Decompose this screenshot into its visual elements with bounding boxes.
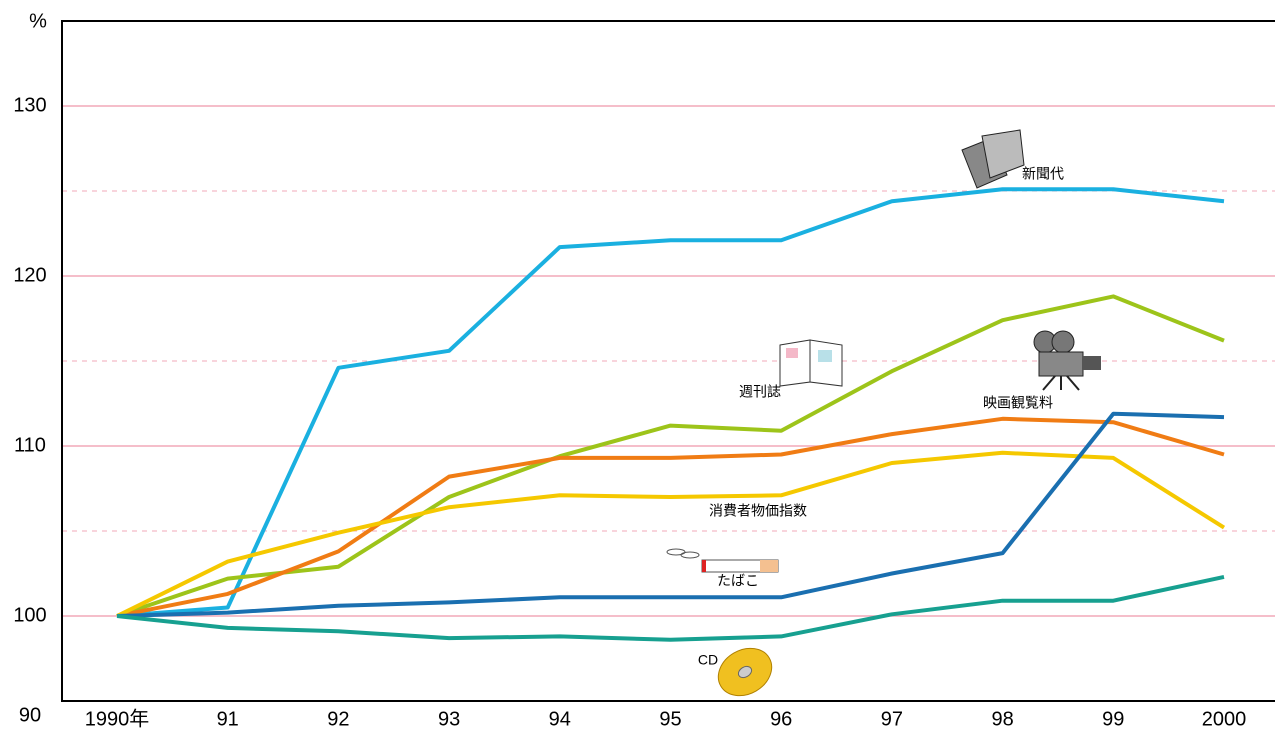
axis-frame [61,20,1275,702]
series-label: たばこ [717,573,759,589]
cd-icon [717,647,773,697]
series-label: 新聞代 [1022,166,1064,182]
x-tick-label: 94 [549,708,571,730]
x-tick-label: 93 [438,708,460,730]
series-label: 消費者物価指数 [709,503,807,519]
x-tick-label: 1990年 [85,707,150,730]
magazine-icon [779,339,843,387]
x-tick-label: 91 [217,708,239,730]
x-tick-label: 98 [991,708,1013,730]
y-tick-label: 130 [13,94,46,116]
series-line [116,574,1225,642]
series-label: 週刊誌 [739,384,781,400]
x-tick-label: 96 [770,708,792,730]
axis-break-label: 90 [19,704,41,726]
y-tick-label: 110 [14,434,46,456]
series-line [116,450,1226,618]
series-line [116,187,1225,618]
x-tick-label: 95 [659,708,681,730]
y-tick-label: 120 [13,264,46,286]
cigarette-icon [666,548,779,573]
unit-label: % [29,10,47,32]
camera-icon [1033,330,1101,391]
series-label: 映画観覧料 [983,395,1053,411]
x-tick-label: 92 [327,708,349,730]
series-line [116,416,1225,618]
series-line [116,411,1225,618]
y-tick-label: 100 [13,604,46,626]
newspaper-icon [961,129,1025,189]
series-line [116,294,1225,618]
series-label: CD [698,652,718,668]
x-tick-label: 97 [881,708,903,730]
x-tick-label: 2000 [1202,708,1247,730]
x-tick-label: 99 [1102,708,1124,730]
